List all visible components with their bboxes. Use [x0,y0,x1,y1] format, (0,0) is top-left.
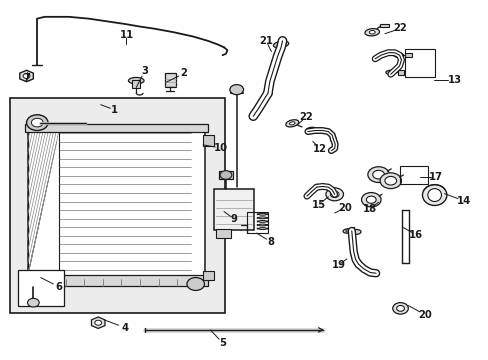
Circle shape [31,118,43,127]
Text: 13: 13 [447,75,461,85]
Bar [25,124,207,132]
Bar [405,53,411,57]
Circle shape [229,85,243,95]
Text: 12: 12 [312,144,326,154]
Text: 11: 11 [119,30,133,40]
Bar [405,49,434,77]
Circle shape [366,196,375,203]
Text: 10: 10 [213,143,227,153]
Text: 5: 5 [219,338,226,348]
Bar [203,135,213,146]
Text: 2: 2 [181,68,187,78]
Text: 6: 6 [56,282,62,292]
Ellipse shape [30,282,36,284]
Bar [397,70,404,75]
Ellipse shape [285,120,298,127]
Text: 18: 18 [362,204,376,214]
Bar [27,130,205,277]
Bar [164,73,176,87]
Bar [25,275,207,286]
Ellipse shape [349,229,360,234]
Circle shape [392,303,407,314]
Circle shape [384,176,396,185]
Circle shape [325,188,343,201]
Circle shape [186,278,204,291]
Circle shape [26,115,48,131]
Circle shape [372,170,384,179]
Ellipse shape [368,31,374,34]
Ellipse shape [345,230,349,232]
Text: 16: 16 [408,230,422,240]
Text: 7: 7 [23,73,30,82]
Bar [10,98,224,313]
Ellipse shape [273,41,288,48]
Text: 21: 21 [259,36,273,46]
Bar [379,24,388,27]
Circle shape [220,171,231,179]
Text: 14: 14 [456,196,470,206]
Text: 22: 22 [298,112,312,122]
Bar [216,229,230,238]
Circle shape [27,298,39,307]
Text: 1: 1 [111,105,118,115]
Text: 17: 17 [427,172,442,182]
Ellipse shape [388,71,392,73]
Bar [399,166,427,184]
Ellipse shape [364,28,379,36]
Text: 4: 4 [122,323,128,333]
Text: 19: 19 [331,260,345,270]
Text: 20: 20 [338,203,351,213]
Polygon shape [28,298,39,307]
Bar [246,212,268,233]
Circle shape [361,193,380,207]
Text: 3: 3 [141,66,148,76]
Circle shape [95,320,102,325]
Ellipse shape [396,54,400,56]
Bar [132,80,140,88]
Text: 9: 9 [230,214,237,224]
Circle shape [23,73,30,78]
Text: 8: 8 [267,237,274,247]
Bar [27,130,59,277]
Text: 15: 15 [311,200,325,210]
Ellipse shape [393,53,403,57]
Text: 20: 20 [418,310,431,320]
Circle shape [396,306,404,311]
Circle shape [367,167,388,183]
Ellipse shape [343,229,352,233]
Bar [218,171,233,179]
Ellipse shape [289,122,294,125]
Bar [203,271,213,280]
Bar [213,189,253,230]
Ellipse shape [427,189,441,202]
Polygon shape [20,70,33,82]
Circle shape [330,191,338,198]
Polygon shape [91,317,105,328]
Ellipse shape [306,127,317,132]
Text: 22: 22 [393,23,407,33]
Ellipse shape [422,185,446,206]
Circle shape [379,173,401,189]
Bar [18,270,64,306]
Ellipse shape [277,43,285,46]
Ellipse shape [385,70,395,75]
Ellipse shape [128,77,144,84]
Ellipse shape [26,280,40,285]
